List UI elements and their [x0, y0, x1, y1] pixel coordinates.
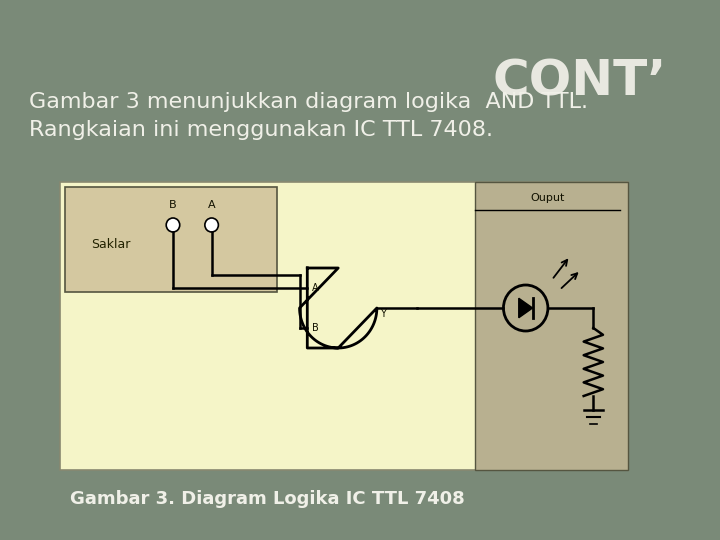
Polygon shape [300, 268, 377, 348]
Text: B: B [169, 200, 177, 210]
Text: A: A [208, 200, 215, 210]
Text: Ouput: Ouput [531, 193, 565, 203]
Polygon shape [519, 298, 533, 318]
Text: Gambar 3 menunjukkan diagram logika  AND TTL.
Rangkaian ini menggunakan IC TTL 7: Gambar 3 menunjukkan diagram logika AND … [29, 92, 588, 140]
Text: Saklar: Saklar [91, 239, 131, 252]
Circle shape [166, 218, 180, 232]
Text: A: A [312, 283, 319, 293]
Text: B: B [312, 323, 319, 333]
Text: CONT’: CONT’ [492, 58, 667, 106]
FancyBboxPatch shape [65, 187, 277, 292]
Text: Y: Y [379, 309, 386, 319]
FancyBboxPatch shape [60, 182, 628, 470]
Circle shape [205, 218, 218, 232]
Text: Gambar 3. Diagram Logika IC TTL 7408: Gambar 3. Diagram Logika IC TTL 7408 [70, 490, 464, 508]
FancyBboxPatch shape [475, 182, 628, 470]
